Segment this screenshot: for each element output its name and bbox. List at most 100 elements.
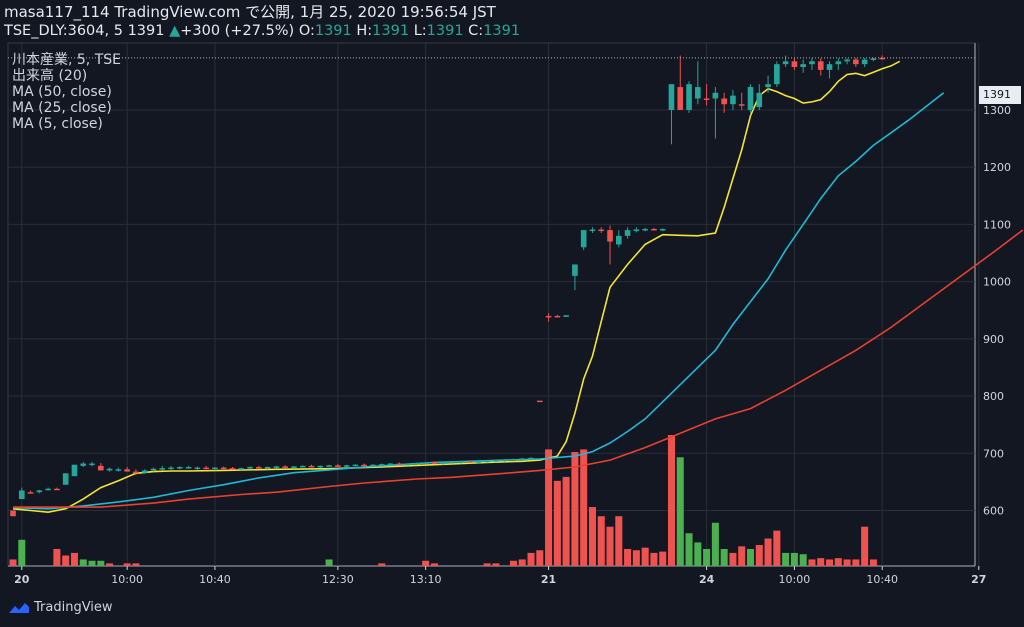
candle-body — [545, 315, 552, 318]
volume-bar — [571, 452, 579, 566]
plot-frame — [7, 42, 976, 567]
candle-body — [317, 465, 324, 468]
candle-body — [457, 461, 464, 463]
candle-body — [466, 461, 473, 463]
candle-body — [668, 84, 675, 110]
volume-bar — [97, 560, 105, 566]
y-tick-label: 600 — [983, 504, 1004, 517]
ohlc-line: TSE_DLY:3604, 5 1391 ▲+300 (+27.5%) O:13… — [4, 22, 1020, 41]
volume-bar — [755, 545, 763, 566]
volume-bar — [624, 548, 632, 566]
candle-body — [809, 61, 815, 65]
y-tick-label: 700 — [983, 447, 1004, 460]
legend-ma25[interactable]: MA (25, close) — [12, 100, 112, 116]
volume-bar — [843, 559, 851, 566]
volume-bar — [641, 547, 649, 566]
volume-bar — [852, 559, 860, 566]
volume-bar — [106, 563, 114, 566]
candle-body — [291, 466, 297, 468]
candle-body — [642, 228, 648, 231]
open-value: 1391 — [314, 23, 352, 39]
candle-body — [273, 466, 280, 468]
volume-bar — [834, 558, 842, 566]
candle-body — [536, 400, 543, 403]
volume-bar — [808, 559, 816, 566]
chart-header: masa117_114 TradingView.com で公開, 1月 25, … — [4, 3, 1020, 41]
candle-body — [326, 465, 332, 467]
volume-bar — [650, 552, 658, 566]
candle-body — [282, 466, 288, 468]
candle-body — [572, 264, 578, 276]
legend-ma5[interactable]: MA (5, close) — [12, 116, 103, 132]
candle-body — [589, 229, 596, 232]
candle-body — [712, 92, 719, 99]
candle-body — [484, 460, 490, 463]
candle-body — [835, 61, 842, 65]
candle-body — [168, 467, 174, 470]
candle-body — [220, 467, 227, 470]
candle-body — [861, 59, 868, 65]
candle-body — [774, 64, 780, 85]
volume-bar — [79, 559, 87, 566]
volume-bar — [711, 522, 719, 566]
candle-body — [308, 465, 315, 468]
candle-body — [115, 469, 122, 471]
legend-ma50[interactable]: MA (50, close) — [12, 84, 112, 100]
candle-body — [730, 95, 736, 105]
volume-bar — [597, 516, 605, 566]
candle-body — [440, 462, 447, 464]
y-tick-label: 1300 — [983, 104, 1011, 117]
candle-body — [800, 64, 806, 68]
candle-body — [299, 465, 306, 468]
volume-bar — [606, 526, 614, 566]
candle-body — [817, 61, 824, 70]
volume-bar — [325, 559, 333, 566]
volume-bar — [703, 548, 711, 566]
candle-body — [765, 84, 771, 88]
last-price: 1391 — [127, 23, 165, 39]
candle-body — [194, 467, 201, 470]
candle-body — [71, 464, 78, 477]
legend-volume[interactable]: 出来高 (20) — [12, 68, 88, 84]
close-label: C: — [468, 23, 484, 39]
volume-bar — [123, 563, 131, 566]
candle-body — [879, 57, 886, 60]
high-value: 1391 — [372, 23, 410, 39]
volume-bar — [861, 526, 869, 566]
last-price-label: 1391 — [979, 86, 1021, 104]
up-arrow-icon: ▲ — [169, 23, 181, 39]
x-tick-label: 10:00 — [779, 573, 811, 586]
candle-body — [45, 488, 51, 491]
volume-bar — [632, 550, 640, 566]
legend-symbol[interactable]: 川本産業, 5, TSE — [12, 52, 121, 68]
candle-body — [677, 87, 684, 110]
candle-body — [510, 458, 517, 461]
close-value: 1391 — [483, 23, 521, 39]
candle-body — [405, 463, 411, 466]
volume-bar — [132, 563, 140, 566]
low-value: 1391 — [426, 23, 464, 39]
candle-body — [528, 457, 534, 460]
volume-bar — [545, 449, 553, 566]
candle-body — [686, 84, 692, 110]
volume-bar — [492, 563, 500, 566]
candle-body — [264, 467, 271, 469]
volume-bar — [88, 560, 96, 566]
volume-bar — [62, 555, 70, 566]
volume-bar — [738, 546, 746, 566]
candle-body — [36, 490, 43, 493]
candle-body — [826, 64, 833, 70]
volume-bar — [536, 550, 544, 566]
candle-body — [870, 58, 877, 60]
volume-bar — [790, 552, 798, 566]
candle-body — [422, 462, 429, 464]
candle-body — [10, 510, 16, 517]
footer-brand[interactable]: TradingView — [8, 600, 113, 615]
y-tick-label: 800 — [983, 390, 1004, 403]
candle-body — [256, 467, 262, 469]
candle-body — [607, 230, 613, 242]
candle-body — [133, 471, 139, 474]
volume-bar — [9, 559, 17, 566]
candle-body — [212, 467, 218, 470]
